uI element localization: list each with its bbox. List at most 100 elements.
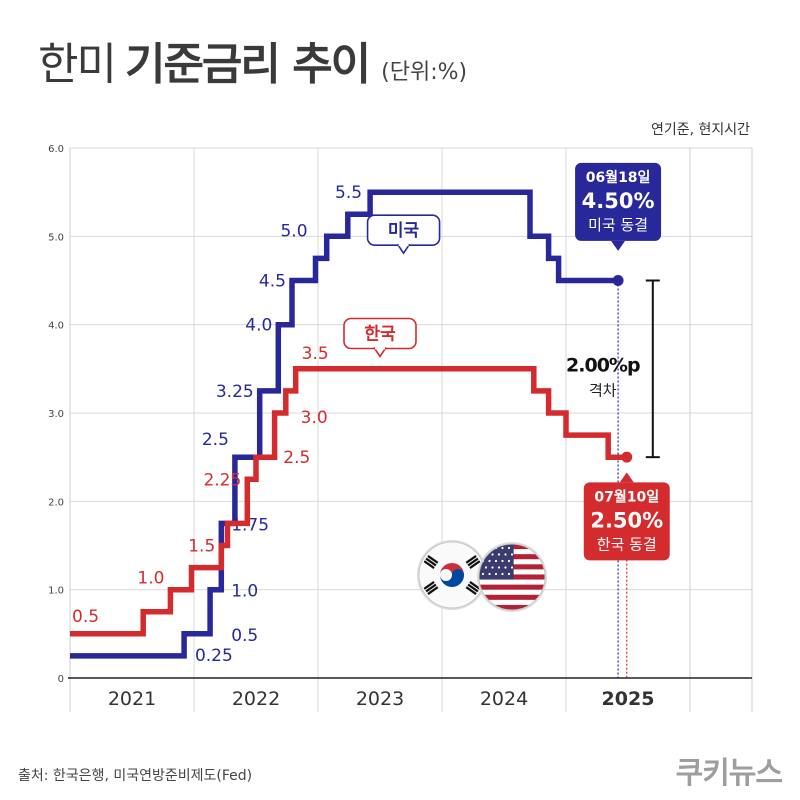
korea-flag-trigram-bar xyxy=(469,560,481,569)
data-label-us: 4.0 xyxy=(245,316,272,336)
korea-flag-trigram xyxy=(465,581,481,595)
page-title: 한미 기준금리 추이 (단위:%) xyxy=(38,28,467,92)
brand-logo: 쿠키뉴스 xyxy=(675,756,783,791)
series-tag-gap-us xyxy=(398,243,409,247)
korea-flag-trigram-bar xyxy=(465,586,477,595)
gap-label: 격차 xyxy=(589,381,617,399)
series-tag-tail-kr xyxy=(373,347,387,358)
data-label-kr: 2.5 xyxy=(283,448,310,468)
title-regular: 한미 xyxy=(38,39,117,90)
series-tag-gap-kr xyxy=(375,346,385,350)
usa-flag-star xyxy=(504,553,507,556)
usa-flag-star xyxy=(484,566,488,569)
data-label-us: 4.5 xyxy=(259,272,286,292)
usa-flag-star xyxy=(504,566,507,569)
usa-flag-stripe xyxy=(479,579,545,586)
korea-flag-trigram-bar xyxy=(467,583,479,593)
title-bold: 기준금리 추이 xyxy=(124,39,371,90)
x-tick-label: 2025 xyxy=(602,688,655,710)
usa-flag-stripe xyxy=(479,589,545,596)
usa-flag-stripe xyxy=(479,584,545,591)
usa-flag-stripe xyxy=(479,594,545,601)
y-tick-label: 6.0 xyxy=(48,144,64,155)
title-unit: (단위:%) xyxy=(381,60,468,85)
callout-status-us: 미국 동결 xyxy=(588,216,648,234)
usa-flag-star xyxy=(507,559,511,563)
usa-flag-star xyxy=(491,553,494,556)
data-label-kr: 3.5 xyxy=(302,344,329,364)
korea-flag-taeguk-blue xyxy=(440,569,464,587)
usa-flag-star xyxy=(494,559,498,563)
usa-flag-star xyxy=(507,572,511,576)
usa-flag-star xyxy=(497,566,501,569)
usa-flag-star xyxy=(488,572,491,576)
x-tick-label: 2024 xyxy=(480,688,528,710)
data-label-kr: 1.0 xyxy=(137,569,164,589)
korea-flag-trigram xyxy=(465,555,481,569)
callout-box-kr xyxy=(583,482,670,561)
data-label-us: 2.5 xyxy=(202,430,229,450)
usa-flag-star xyxy=(488,559,491,563)
callout-rate-kr: 2.50% xyxy=(590,508,663,532)
series-tag-us: 미국 xyxy=(388,221,420,241)
end-marker-us xyxy=(612,275,624,286)
korea-flag-trigram-bar xyxy=(423,581,435,590)
usa-flag-star xyxy=(488,546,491,550)
series-tag-kr: 한국 xyxy=(364,325,396,345)
usa-flag-star xyxy=(510,566,514,569)
korea-flag-trigram-bar xyxy=(465,555,477,564)
source-text: 출처: 한국은행, 미국연방준비제도(Fed) xyxy=(18,768,253,784)
x-tick-label: 2021 xyxy=(108,688,156,710)
korea-flag-trigram xyxy=(423,581,439,595)
callout-date-us: 06월18일 xyxy=(586,169,651,186)
usa-flag-star xyxy=(510,553,514,556)
callout-date-kr: 07월10일 xyxy=(594,488,659,505)
y-tick-label: 0 xyxy=(58,674,64,685)
callout-status-kr: 한국 동결 xyxy=(597,535,657,553)
y-tick-label: 3.0 xyxy=(48,409,64,420)
korea-flag-trigram-bar xyxy=(425,557,437,567)
data-label-us: 0.25 xyxy=(195,646,233,666)
chart-note: 연기준, 현지시간 xyxy=(650,122,750,138)
korea-flag-trigram-bar xyxy=(467,557,479,567)
usa-flag-stripe xyxy=(479,604,545,610)
data-label-kr: 1.5 xyxy=(188,537,215,557)
end-marker-kr xyxy=(621,451,633,463)
y-tick-label: 1.0 xyxy=(48,586,64,597)
callout-tail-us xyxy=(611,240,626,251)
korea-flag-trigram-bar xyxy=(427,555,439,564)
usa-flag-star xyxy=(497,553,501,556)
usa-flag-stripe xyxy=(479,599,545,606)
korea-flag-trigram-bar xyxy=(427,586,439,595)
callout-tail-kr xyxy=(619,472,634,483)
usa-flag-star xyxy=(481,572,485,576)
data-label-us: 3.25 xyxy=(216,382,254,402)
y-tick-label: 4.0 xyxy=(48,321,64,332)
usa-flag-star xyxy=(501,559,504,563)
data-label-us: 5.0 xyxy=(280,221,307,241)
x-tick-label: 2022 xyxy=(232,688,280,710)
y-tick-label: 2.0 xyxy=(48,497,64,508)
usa-flag-star xyxy=(491,566,494,569)
korea-flag-trigram-bar xyxy=(425,583,437,593)
data-label-kr: 2.25 xyxy=(203,470,241,490)
usa-flag-star xyxy=(494,572,498,576)
usa-flag-icon-border xyxy=(478,543,546,611)
usa-flag-star xyxy=(507,546,511,550)
series-line-kr xyxy=(70,366,627,637)
data-label-us: 0.5 xyxy=(231,626,258,646)
callout-box-us xyxy=(575,162,662,241)
gap-value: 2.00%p xyxy=(566,354,640,376)
korea-flag-trigram xyxy=(423,555,439,569)
callout-rate-us: 4.50% xyxy=(582,189,655,213)
data-label-kr: 0.5 xyxy=(72,607,99,627)
korea-flag-trigram-bar xyxy=(469,581,481,590)
data-label-us: 1.75 xyxy=(231,515,269,535)
usa-flag-star xyxy=(481,546,485,550)
data-label-us: 1.0 xyxy=(231,582,258,602)
data-label-kr: 3.0 xyxy=(301,408,328,428)
usa-flag-star xyxy=(501,546,504,550)
x-tick-label: 2023 xyxy=(356,688,404,710)
data-label-us: 5.5 xyxy=(335,183,362,203)
